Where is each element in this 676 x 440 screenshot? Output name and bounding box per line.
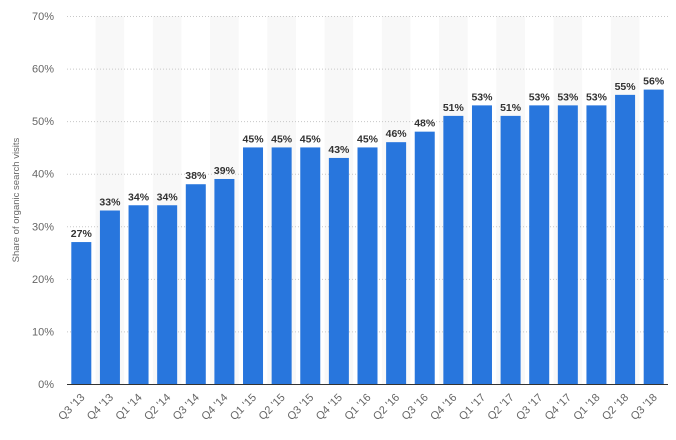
data-label: 56% [643, 76, 665, 88]
bar [271, 147, 292, 384]
bar [243, 147, 264, 384]
bars: 27% 33% 34% 34% 38% 39% 45% 45% 45% 43% 45% 46% 48% 5… [71, 76, 665, 384]
data-label: 53% [557, 91, 579, 103]
data-label: 45% [357, 133, 379, 145]
data-label: 45% [300, 133, 322, 145]
y-tick-label: 20% [32, 274, 54, 286]
y-axis-label: Share of organic search visits [11, 137, 22, 262]
data-label: 39% [214, 165, 236, 177]
x-tick-label: Q3 '17 [514, 392, 545, 423]
data-label: 34% [128, 191, 150, 203]
x-tick-label: Q4 '17 [543, 392, 574, 423]
y-tick-label: 60% [32, 64, 54, 76]
data-label: 45% [243, 133, 265, 145]
x-tick-label: Q3 '14 [171, 392, 202, 423]
x-tick-label: Q2 '16 [371, 392, 402, 423]
x-tick-label: Q1 '14 [114, 392, 145, 423]
bar [386, 142, 407, 384]
bar [99, 210, 120, 384]
x-tick-label: Q3 '18 [629, 392, 660, 423]
data-label: 51% [500, 102, 522, 114]
bar [529, 105, 550, 384]
bar [328, 157, 349, 384]
x-tick-label: Q1 '18 [571, 392, 602, 423]
bar [557, 105, 578, 384]
bar [615, 94, 636, 384]
x-tick-label: Q2 '14 [142, 392, 173, 423]
x-tick-label: Q1 '15 [228, 392, 259, 423]
x-tick-label: Q2 '18 [600, 392, 631, 423]
x-tick-label: Q1 '16 [342, 392, 373, 423]
data-label: 33% [99, 197, 121, 209]
y-tick-label: 50% [32, 116, 54, 128]
bar [643, 89, 664, 384]
y-tick-label: 0% [38, 379, 54, 391]
data-label: 53% [529, 91, 551, 103]
x-tick-label: Q3 '15 [285, 392, 316, 423]
x-tick-label: Q2 '15 [257, 392, 288, 423]
data-label: 53% [586, 91, 608, 103]
data-label: 34% [157, 191, 179, 203]
data-label: 38% [185, 170, 207, 182]
x-tick-label: Q1 '17 [457, 392, 488, 423]
x-tick-label: Q3 '13 [56, 392, 87, 423]
x-tick-label: Q4 '15 [314, 392, 345, 423]
bar [71, 242, 92, 384]
x-tick-label: Q4 '16 [428, 392, 459, 423]
data-label: 48% [414, 118, 436, 130]
x-tick-label: Q4 '13 [85, 392, 116, 423]
data-label: 45% [271, 133, 293, 145]
bar [214, 178, 235, 384]
bar [586, 105, 607, 384]
bar [157, 205, 178, 384]
bar [471, 105, 492, 384]
bar [443, 115, 464, 384]
bar [128, 205, 149, 384]
data-label: 51% [443, 102, 465, 114]
x-tick-label: Q4 '14 [199, 392, 230, 423]
x-tick-label: Q3 '16 [400, 392, 431, 423]
bar [357, 147, 378, 384]
y-tick-label: 30% [32, 221, 54, 233]
bar [414, 131, 435, 384]
y-tick-label: 10% [32, 326, 54, 338]
data-label: 55% [615, 81, 637, 93]
y-tick-label: 70% [32, 11, 54, 23]
data-label: 53% [471, 91, 493, 103]
bar [500, 115, 521, 384]
data-label: 27% [71, 228, 93, 240]
data-label: 43% [328, 144, 350, 156]
data-label: 46% [386, 128, 408, 140]
x-tick-label: Q2 '17 [486, 392, 517, 423]
bar [185, 184, 206, 384]
y-tick-label: 40% [32, 169, 54, 181]
bar [300, 147, 321, 384]
